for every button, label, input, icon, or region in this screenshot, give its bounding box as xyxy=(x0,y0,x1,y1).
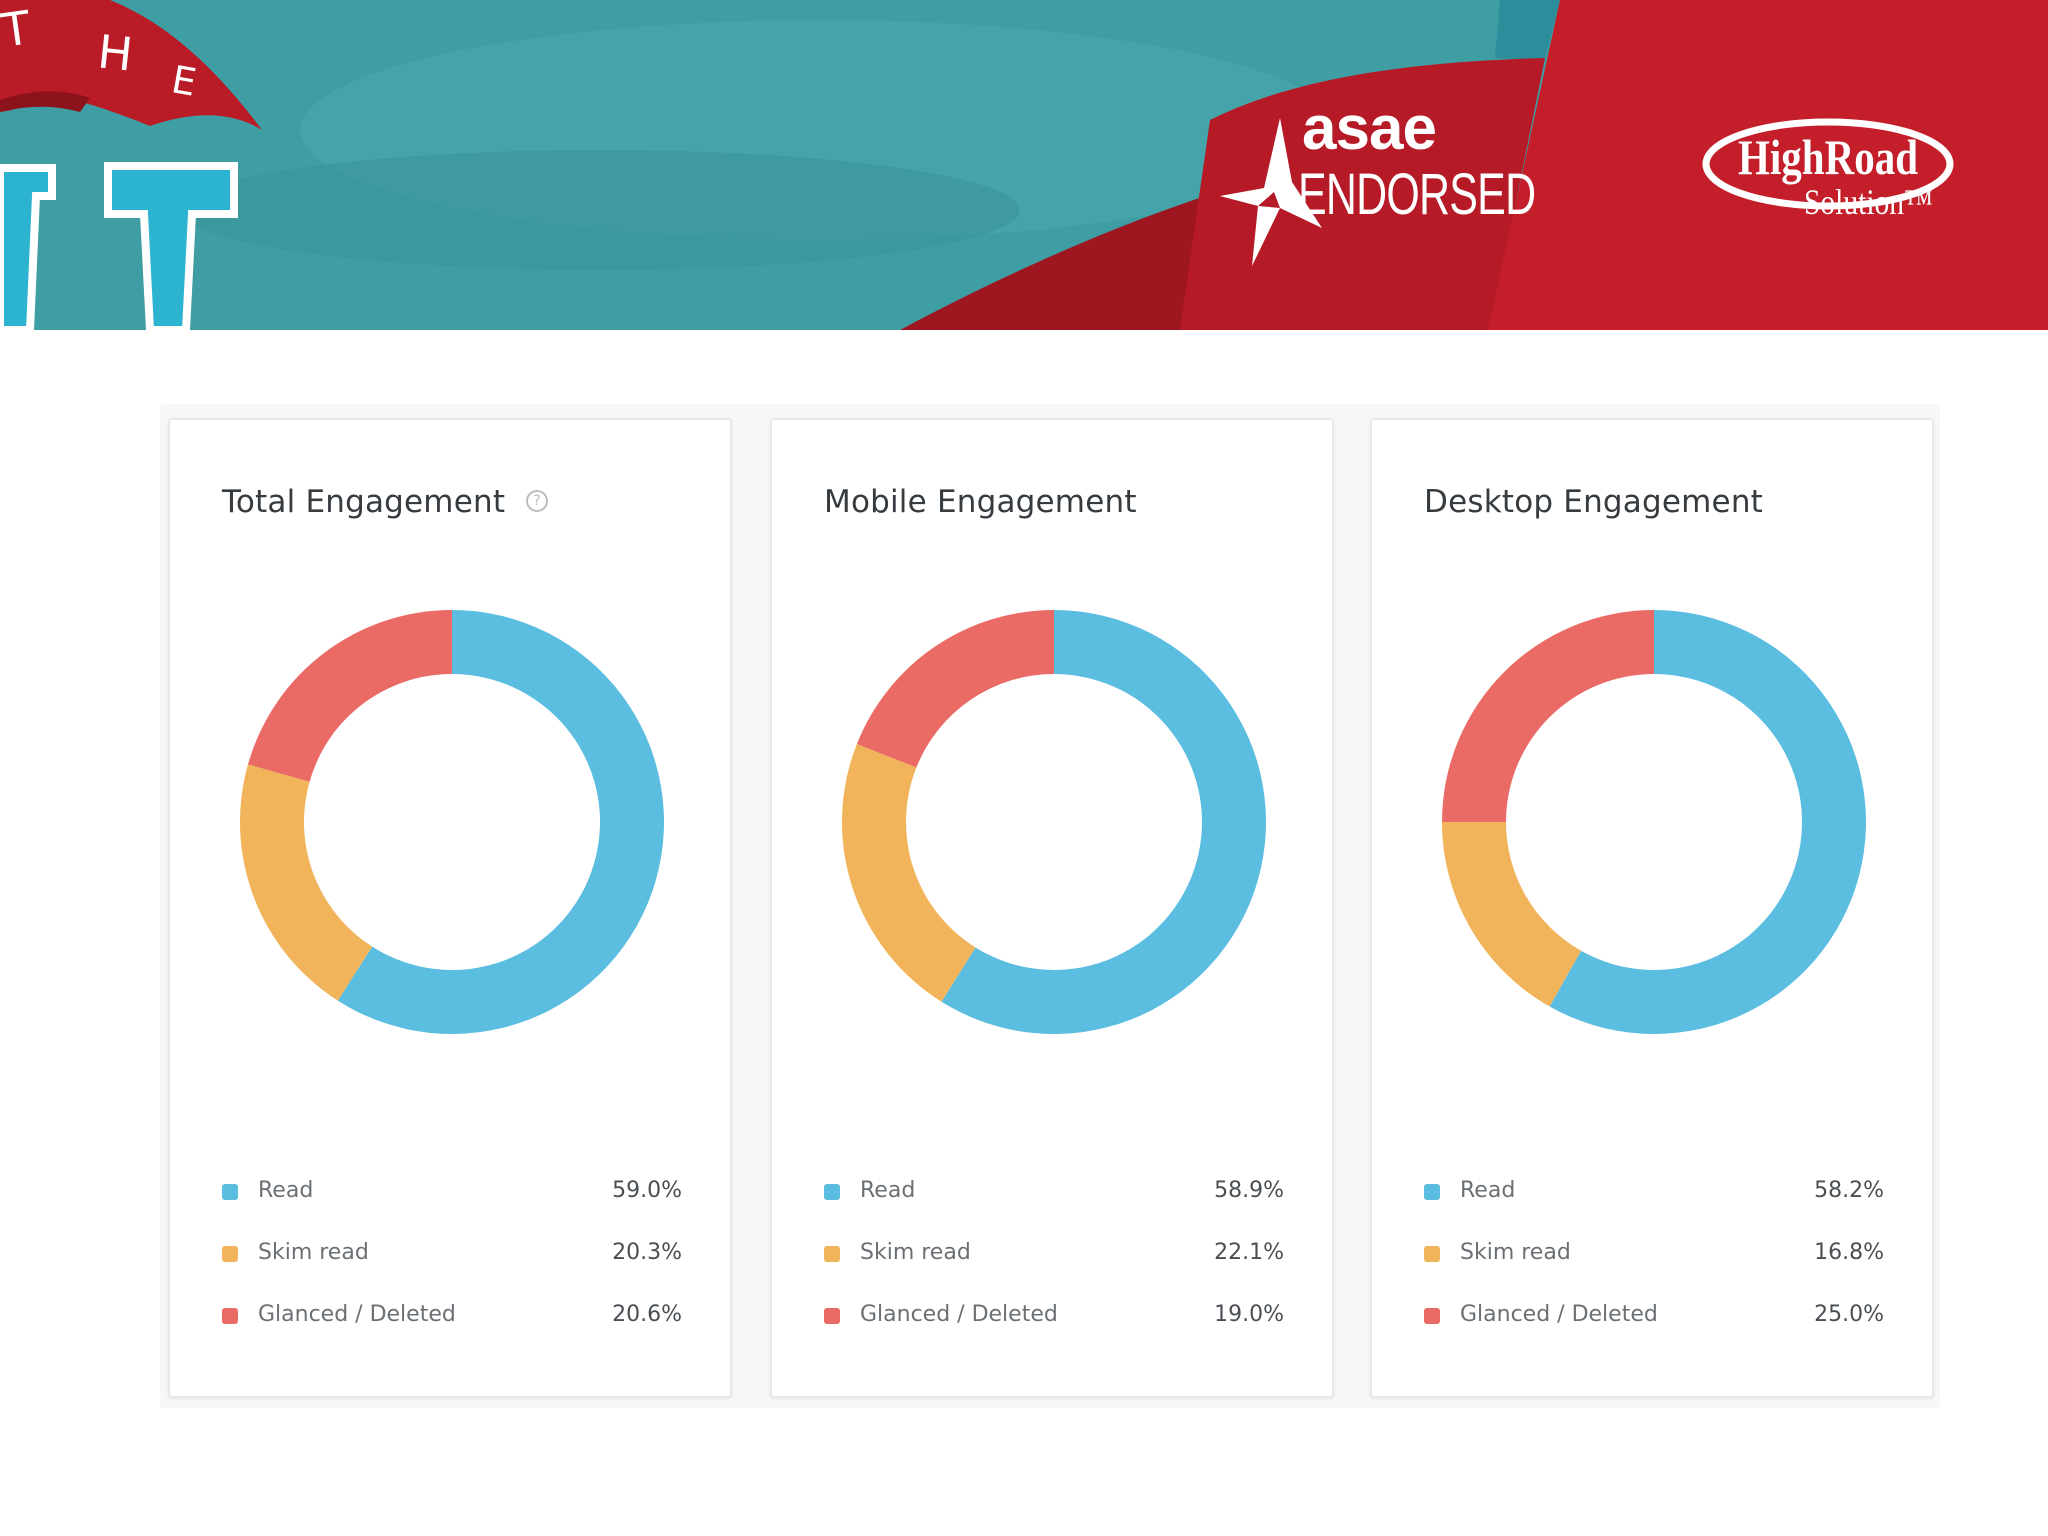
legend-item-read: Read 59.0% xyxy=(222,1172,682,1234)
card-title: Desktop Engagement xyxy=(1424,484,1764,520)
help-icon[interactable]: ? xyxy=(526,490,548,512)
legend-value: 59.0% xyxy=(612,1178,682,1203)
legend-item-skim-read: Skim read 20.3% xyxy=(222,1234,682,1296)
legend-value: 20.3% xyxy=(612,1240,682,1265)
legend-item-skim-read: Skim read 22.1% xyxy=(824,1234,1284,1296)
donut-slice-read[interactable] xyxy=(1549,610,1866,1034)
card-title: Total Engagement xyxy=(222,484,506,520)
donut-slice-skim-read[interactable] xyxy=(1442,822,1582,1007)
legend-swatch xyxy=(1424,1308,1440,1324)
legend-label: Glanced / Deleted xyxy=(258,1302,456,1327)
legend-value: 25.0% xyxy=(1814,1302,1884,1327)
donut-slice-glanced-deleted[interactable] xyxy=(247,610,452,782)
donut-slice-glanced-deleted[interactable] xyxy=(1442,610,1654,822)
header-banner: T H E asae ENDORSED HighRoad Solution™ xyxy=(0,0,2048,330)
star-icon xyxy=(1220,118,1322,266)
legend-swatch xyxy=(222,1308,238,1324)
engagement-dashboard: Total Engagement ? Read 59.0% Skim read … xyxy=(160,404,1940,1408)
legend-swatch xyxy=(824,1308,840,1324)
legend-item-read: Read 58.9% xyxy=(824,1172,1284,1234)
legend-item-glanced-deleted: Glanced / Deleted 19.0% xyxy=(824,1296,1284,1358)
legend-item-read: Read 58.2% xyxy=(1424,1172,1884,1234)
legend-value: 22.1% xyxy=(1214,1240,1284,1265)
desktop-engagement-donut xyxy=(1442,610,1866,1034)
highroad-ring-icon xyxy=(1702,118,1954,210)
legend-value: 19.0% xyxy=(1214,1302,1284,1327)
chart-legend: Read 58.2% Skim read 16.8% Glanced / Del… xyxy=(1424,1172,1884,1358)
legend-label: Read xyxy=(860,1178,916,1203)
legend-label: Glanced / Deleted xyxy=(1460,1302,1658,1327)
legend-item-glanced-deleted: Glanced / Deleted 25.0% xyxy=(1424,1296,1884,1358)
legend-value: 58.9% xyxy=(1214,1178,1284,1203)
highroad-solution-logo: HighRoad Solution™ xyxy=(1700,110,1956,230)
legend-swatch xyxy=(1424,1184,1440,1200)
legend-swatch xyxy=(824,1246,840,1262)
banner-flag-letter: H xyxy=(95,24,136,82)
card-title: Mobile Engagement xyxy=(824,484,1137,520)
asae-endorsed-logo: asae ENDORSED xyxy=(1218,94,1536,268)
mobile-engagement-card: Mobile Engagement Read 58.9% Skim read 2… xyxy=(770,418,1334,1398)
desktop-engagement-card: Desktop Engagement Read 58.2% Skim read … xyxy=(1370,418,1934,1398)
legend-swatch xyxy=(824,1184,840,1200)
legend-value: 58.2% xyxy=(1814,1178,1884,1203)
legend-item-skim-read: Skim read 16.8% xyxy=(1424,1234,1884,1296)
legend-label: Skim read xyxy=(860,1240,971,1265)
asae-endorsed-text: ENDORSED xyxy=(1298,162,1536,227)
total-engagement-donut xyxy=(240,610,664,1034)
donut-slice-skim-read[interactable] xyxy=(240,764,373,1001)
donut-slice-glanced-deleted[interactable] xyxy=(856,610,1054,768)
legend-label: Read xyxy=(258,1178,314,1203)
legend-swatch xyxy=(1424,1246,1440,1262)
legend-swatch xyxy=(222,1184,238,1200)
legend-label: Skim read xyxy=(258,1240,369,1265)
legend-item-glanced-deleted: Glanced / Deleted 20.6% xyxy=(222,1296,682,1358)
donut-slice-read[interactable] xyxy=(941,610,1266,1034)
donut-slice-read[interactable] xyxy=(337,610,664,1034)
total-engagement-card: Total Engagement ? Read 59.0% Skim read … xyxy=(168,418,732,1398)
asae-wordmark: asae xyxy=(1302,94,1437,163)
legend-value: 20.6% xyxy=(612,1302,682,1327)
highroad-subtitle: Solution™ xyxy=(1804,182,1933,222)
legend-label: Read xyxy=(1460,1178,1516,1203)
legend-label: Skim read xyxy=(1460,1240,1571,1265)
mobile-engagement-donut xyxy=(842,610,1266,1034)
donut-slice-skim-read[interactable] xyxy=(842,743,976,1002)
highroad-name: HighRoad xyxy=(1738,129,1919,185)
chart-legend: Read 58.9% Skim read 22.1% Glanced / Del… xyxy=(824,1172,1284,1358)
legend-value: 16.8% xyxy=(1814,1240,1884,1265)
chart-legend: Read 59.0% Skim read 20.3% Glanced / Del… xyxy=(222,1172,682,1358)
banner-background xyxy=(0,0,2048,330)
legend-label: Glanced / Deleted xyxy=(860,1302,1058,1327)
legend-swatch xyxy=(222,1246,238,1262)
